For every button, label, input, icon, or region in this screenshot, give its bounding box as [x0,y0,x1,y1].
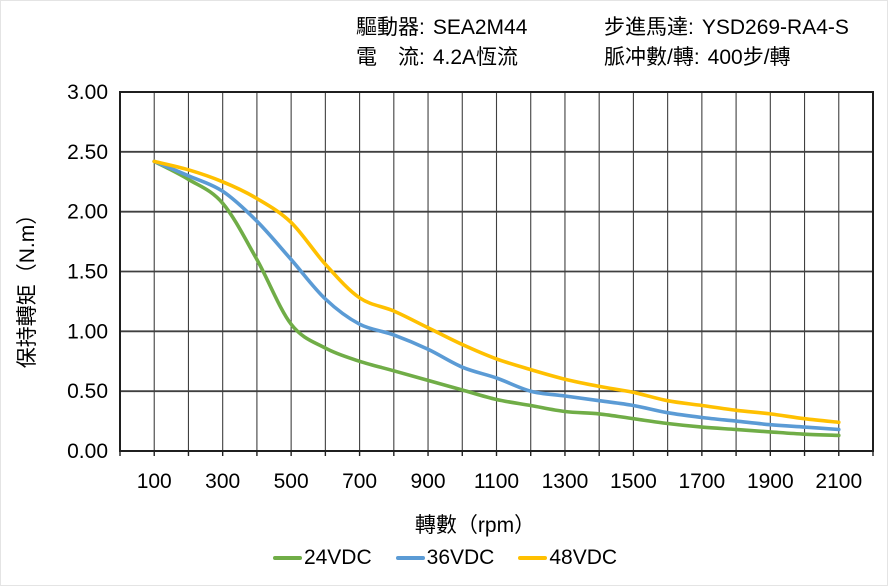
motor-label: 步進馬達: [604,16,694,39]
y-tick-label: 3.00 [67,81,108,104]
chart-legend: 24VDC 36VDC 48VDC [1,546,887,570]
spec-row-driver: 驅動器: SEA2M44 [356,13,527,43]
pulses-label: 脈冲數/轉: [604,46,700,69]
driver-value: SEA2M44 [432,16,528,39]
legend-label-24vdc: 24VDC [303,546,372,569]
x-axis-title: 轉數（rpm） [414,514,536,537]
legend-label-48vdc: 48VDC [549,546,618,569]
y-tick-label: 1.00 [67,320,108,343]
x-tick-label: 700 [342,470,377,493]
x-tick-label: 2100 [815,470,862,493]
series-line-24VDC [152,159,841,438]
y-axis-title: 保持轉矩（N.m） [16,203,39,369]
legend-item-48vdc: 48VDC [518,546,617,570]
x-tick-label: 1900 [747,470,794,493]
x-tick-label: 1300 [542,470,589,493]
legend-item-24vdc: 24VDC [272,546,372,570]
y-tick-label: 2.50 [67,141,108,164]
x-tick-label: 1100 [474,470,519,493]
legend-item-36vdc: 36VDC [395,546,495,570]
x-tick-label: 100 [137,470,172,493]
legend-swatch-48vdc [518,556,548,560]
pulses-value: 400步/轉 [707,46,791,69]
y-tick-label: 1.50 [67,261,108,284]
current-value: 4.2A恆流 [432,46,519,69]
legend-swatch-36vdc [395,556,425,560]
x-tick-label: 1500 [610,470,657,493]
spec-row-motor: 步進馬達: YSD269-RA4-S [604,13,849,43]
spec-row-current: 電 流: 4.2A恆流 [356,43,527,73]
x-tick-label: 900 [411,470,446,493]
spec-header-left: 驅動器: SEA2M44 電 流: 4.2A恆流 [356,13,527,73]
legend-label-36vdc: 36VDC [426,546,495,569]
legend-swatch-24vdc [272,556,302,560]
motor-value: YSD269-RA4-S [701,16,849,39]
x-tick-label: 1700 [679,470,726,493]
spec-header-right: 步進馬達: YSD269-RA4-S 脈冲數/轉: 400步/轉 [604,13,849,73]
y-tick-label: 0.50 [67,380,108,403]
series-line-36VDC [152,159,841,432]
spec-row-pulses: 脈冲數/轉: 400步/轉 [604,43,849,73]
plot-border [119,91,874,452]
current-label: 電 流: [356,46,425,69]
x-tick-label: 300 [205,470,240,493]
y-tick-label: 2.00 [67,201,108,224]
series-line-48VDC [152,159,841,425]
x-tick-label: 500 [274,470,309,493]
torque-speed-chart: 100 300 500 700 900 1100 1300 1500 1700 1900 2100 0… [67,81,874,493]
y-tick-label: 0.00 [67,440,108,463]
driver-label: 驅動器: [356,16,425,39]
